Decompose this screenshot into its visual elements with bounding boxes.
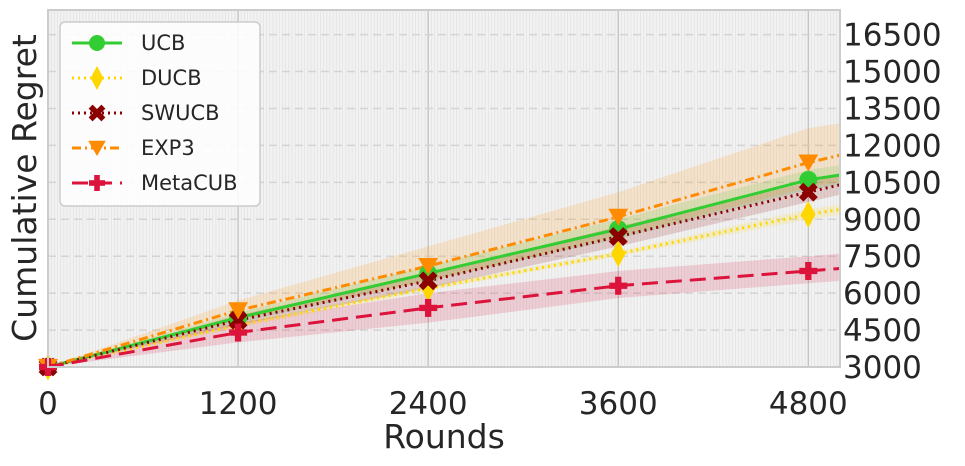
swucb-marker-stroke [608, 227, 628, 246]
legend-marker-metacub-bar [94, 175, 100, 191]
exp3-marker [418, 257, 439, 276]
legend-label-ducb: DUCB [141, 66, 202, 90]
ducb-marker [801, 200, 816, 228]
x-tick-label: 4800 [769, 386, 848, 422]
legend: UCB DUCB SWUCB EXP3 MetaCUB [59, 21, 261, 207]
legend-marker-ucb [89, 35, 105, 51]
y-tick-label: 12000 [843, 128, 942, 164]
y-tick-label: 6000 [843, 276, 922, 312]
swucb-line [47, 183, 841, 369]
y-tick-label: 3000 [843, 350, 922, 386]
plot-frame [47, 9, 841, 368]
y-tick-label: 10500 [843, 165, 942, 201]
x-axis-label: Rounds [383, 417, 505, 456]
metacub-marker [419, 298, 438, 317]
legend-label-swucb: SWUCB [141, 101, 220, 125]
legend-marker-swucb-stroke [88, 104, 106, 122]
x-tick-label: 3600 [579, 386, 658, 422]
legend-box [59, 21, 261, 207]
legend-marker-metacub [89, 175, 105, 191]
swucb-marker-stroke [798, 182, 818, 202]
swucb-marker [798, 182, 818, 202]
metacub-marker [229, 323, 248, 342]
metacub-marker-bar [425, 298, 432, 317]
exp3-marker [608, 208, 629, 226]
metacub-marker-bar [805, 261, 812, 280]
x-tick-labels: 0 1200 2400 3600 4800 [38, 386, 848, 422]
y-tick-label: 15000 [843, 55, 942, 91]
x-tick-label: 2400 [389, 386, 468, 422]
swucb-marker [608, 227, 628, 246]
y-tick-labels: 3000450060007500900010500120001350015000… [843, 18, 942, 386]
y-tick-label: 13500 [843, 91, 942, 127]
legend-marker-exp3 [88, 140, 106, 156]
legend-label-metacub: MetaCUB [141, 171, 238, 195]
legend-marker-ducb [90, 66, 104, 90]
metacub-marker-bar [234, 323, 242, 342]
exp3-band [48, 123, 840, 367]
legend-label-exp3: EXP3 [141, 136, 195, 160]
y-tick-label: 16500 [843, 18, 942, 54]
legend-marker-swucb [88, 104, 106, 122]
y-tick-label: 7500 [843, 239, 922, 275]
swucb-marker [228, 310, 248, 330]
swucb-marker [418, 271, 438, 291]
metacub-band [48, 253, 840, 367]
exp3-marker [798, 154, 819, 172]
x-tick-label: 0 [38, 386, 58, 422]
exp3-marker [228, 302, 248, 320]
swucb-marker-stroke [418, 271, 438, 291]
legend-label-ucb: UCB [141, 31, 185, 55]
ducb-marker [611, 240, 626, 268]
y-axis-label: Cumulative Regret [5, 34, 44, 342]
x-tick-label: 1200 [199, 386, 278, 422]
metacub-marker-bar [615, 276, 622, 295]
y-tick-label: 9000 [843, 202, 922, 238]
metacub-marker [609, 276, 628, 295]
ducb-band [48, 204, 840, 367]
y-tick-label: 4500 [843, 313, 922, 349]
metacub-marker [799, 261, 818, 280]
swucb-marker-stroke [228, 310, 248, 330]
